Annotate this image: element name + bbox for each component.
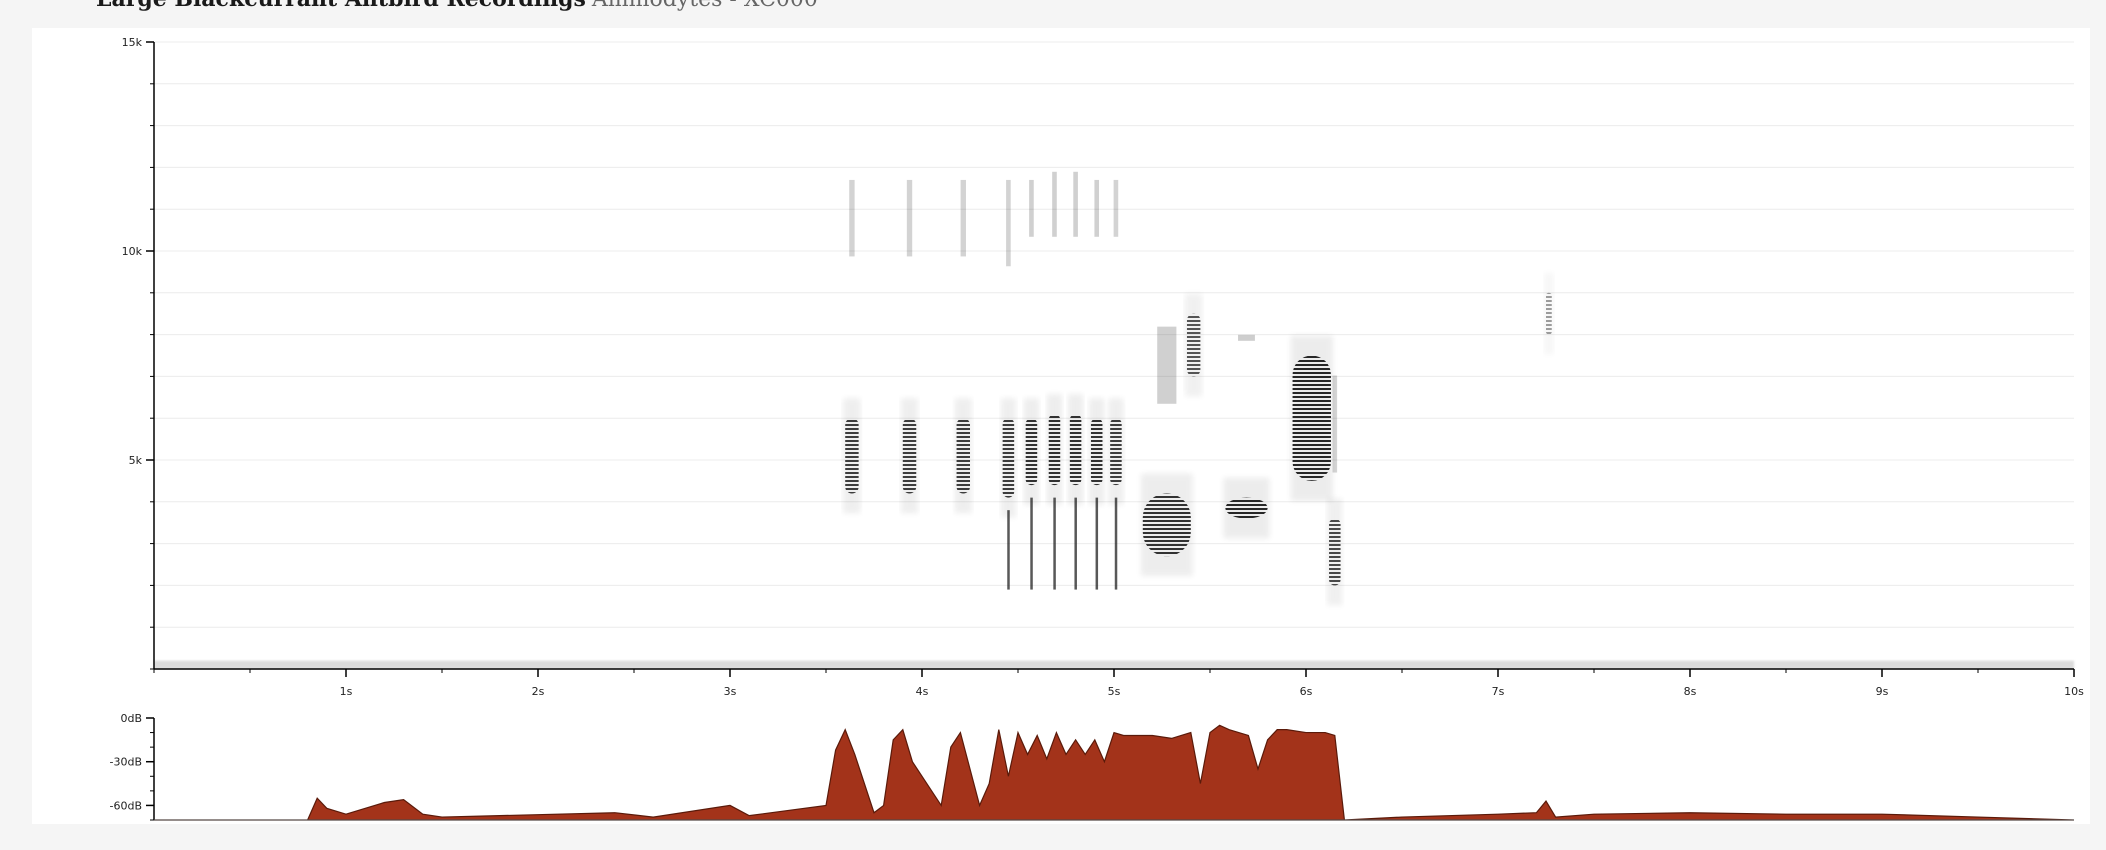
x-tick-label: 2s [532,685,545,698]
spectrogram-event [1108,179,1124,590]
y-tick-label: 15k [122,36,143,49]
event-streak [1007,510,1010,590]
event-body [1048,414,1061,486]
noise-floor [154,660,2074,669]
spectrogram-event [1088,179,1105,590]
event-streak [1114,497,1118,590]
spectrogram-chart[interactable]: 5k 10k 15k 1s 2s 3s 4s 5s 6s 7s 8s 9s 10s 0dB -30dB -6… [32,28,2090,824]
spectrogram-panel: 5k 10k 15k 1s 2s 3s 4s 5s 6s 7s 8s 9s 10s 0dB -30dB -6… [32,28,2090,824]
event-harmonic [1113,179,1119,237]
event-harmonic [1332,375,1338,473]
spectrogram-events [843,171,1552,606]
event-harmonic [906,179,913,257]
amplitude-axes: 0dB -30dB -60dB [110,712,2074,821]
event-streak [1053,497,1056,590]
spectrogram-event [900,179,919,514]
y-tick-label: 10k [122,245,143,258]
x-tick-label: 6s [1300,685,1313,698]
event-body [1186,313,1201,377]
event-harmonic [1052,171,1057,237]
spectrogram-event [1046,171,1063,590]
event-body [1069,414,1082,486]
event-body [1025,418,1038,486]
x-tick-label: 8s [1684,685,1697,698]
event-harmonic [1157,326,1177,404]
event-streak [1030,497,1033,590]
event-body [1292,355,1331,481]
spectrogram-event [1023,179,1040,590]
event-body [956,418,970,494]
page-title-main: Large Blackcurrant Antbird Recordings [96,0,586,12]
x-tick-label: 10s [2064,685,2084,698]
spectrogram-event [1067,171,1084,590]
event-body [1090,418,1103,486]
event-harmonic [1073,171,1078,237]
amp-y-tick-label: 0dB [120,712,142,725]
amplitude-envelope [154,724,2075,821]
event-harmonic [1094,179,1100,237]
x-tick-label: 3s [724,685,737,698]
x-tick-label: 7s [1492,685,1505,698]
event-harmonic [849,179,855,257]
spectrogram-event [1140,326,1193,577]
event-body [845,418,859,494]
event-harmonic [960,179,966,257]
x-tick-label: 4s [916,685,929,698]
spectrogram-event [1223,334,1270,539]
amp-y-tick-label: -60dB [110,799,143,812]
event-harmonic [1029,179,1034,237]
amp-y-tick-label: -30dB [110,756,143,769]
page-title: Large Blackcurrant Antbird Recordings Amm… [96,0,818,12]
x-tick-label: 1s [340,685,353,698]
spectrogram-event [1327,375,1343,606]
spectrogram-noise-floor [154,660,2074,669]
event-body [1546,292,1552,335]
event-harmonic [1006,179,1011,267]
event-streak [1074,497,1077,590]
y-tick-label: 5k [129,454,143,467]
x-tick-label: 9s [1876,685,1889,698]
spectrogram-event [954,179,972,514]
page-subtitle: Ammodytes - XC000 [592,0,818,12]
event-harmonic [1238,334,1255,341]
event-body [1329,518,1341,586]
spectrogram-event [1000,179,1017,590]
event-body [1225,497,1268,519]
spectrogram-event [1546,292,1552,335]
spectrogram-event [843,179,861,514]
event-body [902,418,917,494]
spectrogram-event [1184,293,1203,397]
event-body [1110,418,1122,486]
x-tick-label: 5s [1108,685,1121,698]
spectrogram-axes: 5k 10k 15k 1s 2s 3s 4s 5s 6s 7s 8s 9s 10s [122,36,2085,698]
spectrogram-event [1290,335,1333,501]
event-body [1142,493,1191,557]
event-streak [1095,497,1099,590]
spectrogram-grid [154,41,2074,628]
amplitude-area [154,724,2075,821]
event-body [1002,418,1015,498]
